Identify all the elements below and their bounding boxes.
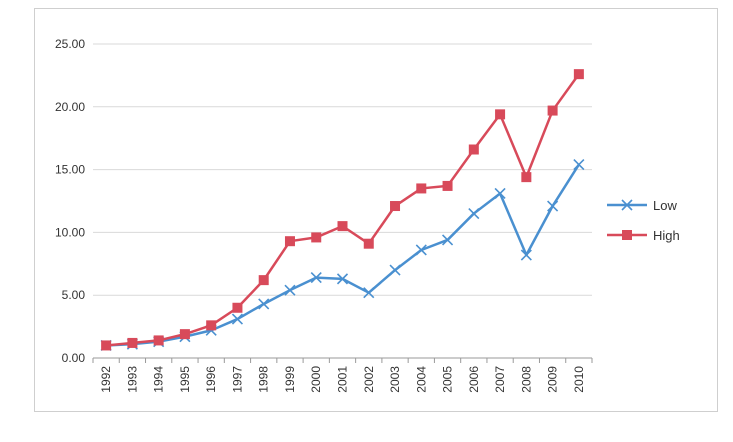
x-tick-label: 2002 <box>362 366 376 393</box>
marker-stroke <box>258 298 270 310</box>
x-tick-label: 1996 <box>204 366 218 393</box>
data-point-high <box>442 180 453 191</box>
data-point-high <box>284 236 295 247</box>
series-layer <box>100 69 585 352</box>
marker-stroke <box>441 234 454 246</box>
marker-stroke <box>547 200 559 212</box>
marker-stroke <box>231 313 244 325</box>
y-tick-label: 15.00 <box>55 163 85 177</box>
x-tick-label: 1994 <box>152 366 166 393</box>
data-point-low <box>284 284 296 296</box>
marker-stroke <box>336 273 349 285</box>
x-tick-label: 2001 <box>336 366 350 393</box>
grid-layer <box>93 43 592 296</box>
x-tick-label: 1999 <box>283 366 297 393</box>
data-point-high <box>337 221 348 232</box>
chart-frame <box>34 8 718 412</box>
legend: Low High <box>607 198 680 243</box>
legend-item-high: High <box>607 228 680 243</box>
legend-marker <box>622 230 632 240</box>
data-point-high <box>179 329 190 340</box>
data-point-high <box>206 320 217 331</box>
data-point-low <box>415 244 427 256</box>
data-point-low <box>573 159 585 171</box>
y-tick-label: 25.00 <box>55 37 85 51</box>
data-point-high <box>416 183 427 194</box>
x-tick-label: 2006 <box>467 366 481 393</box>
data-point-high <box>521 172 532 183</box>
data-point-high <box>390 201 401 212</box>
marker-stroke <box>494 187 506 200</box>
legend-item-low: Low <box>607 198 677 213</box>
marker-stroke <box>573 159 585 171</box>
x-tick-label: 2000 <box>309 366 323 393</box>
data-point-high <box>573 69 584 80</box>
data-point-low <box>494 187 506 200</box>
legend-marker <box>621 199 633 211</box>
y-tick-label: 20.00 <box>55 100 85 114</box>
x-tick-label: 2004 <box>414 366 428 393</box>
x-tick-label: 2003 <box>388 366 402 393</box>
data-point-high <box>363 238 374 249</box>
data-point-high <box>468 144 479 155</box>
marker-stroke <box>310 272 322 284</box>
x-tick-label: 1998 <box>257 366 271 393</box>
series-line-low <box>106 163 580 347</box>
data-point-low <box>441 234 454 246</box>
x-tick-label: 2005 <box>441 366 455 393</box>
data-point-low <box>547 200 559 212</box>
marker-stroke <box>520 249 532 261</box>
data-point-low <box>258 298 270 310</box>
legend-label: Low <box>653 198 677 213</box>
y-tick-label: 10.00 <box>55 225 85 239</box>
data-point-high <box>127 337 138 348</box>
x-tick-label: 2009 <box>546 366 560 393</box>
marker-stroke <box>415 244 427 256</box>
x-tick-label: 1997 <box>230 366 244 393</box>
x-tick-label: 1992 <box>99 366 113 393</box>
data-point-low <box>389 264 401 276</box>
y-tick-label: 0.00 <box>62 351 86 365</box>
data-point-high <box>311 232 322 243</box>
data-point-low <box>468 207 480 220</box>
axis-layer: 0.00 5.00 10.00 15.00 20.00 25.00 1992 1993 1994… <box>55 37 593 393</box>
data-point-high <box>101 340 112 351</box>
data-point-high <box>153 335 164 346</box>
y-tick-label: 5.00 <box>62 288 86 302</box>
data-point-high <box>258 275 269 286</box>
data-point-low <box>310 272 322 284</box>
legend-label: High <box>653 228 680 243</box>
data-point-low <box>336 273 349 285</box>
data-point-low <box>363 287 375 299</box>
data-point-low <box>231 313 244 325</box>
marker-stroke <box>363 287 375 299</box>
data-point-high <box>495 109 506 120</box>
marker-stroke <box>468 207 480 220</box>
x-tick-label: 2010 <box>572 366 586 393</box>
x-tick-label: 1995 <box>178 366 192 393</box>
data-point-high <box>232 302 243 313</box>
x-tick-label: 2007 <box>493 366 507 393</box>
data-point-high <box>547 105 558 116</box>
data-point-low <box>520 249 532 261</box>
marker-stroke <box>284 284 296 296</box>
marker-stroke <box>389 264 401 276</box>
x-tick-label: 2008 <box>519 366 533 393</box>
x-tick-label: 1993 <box>125 366 139 393</box>
